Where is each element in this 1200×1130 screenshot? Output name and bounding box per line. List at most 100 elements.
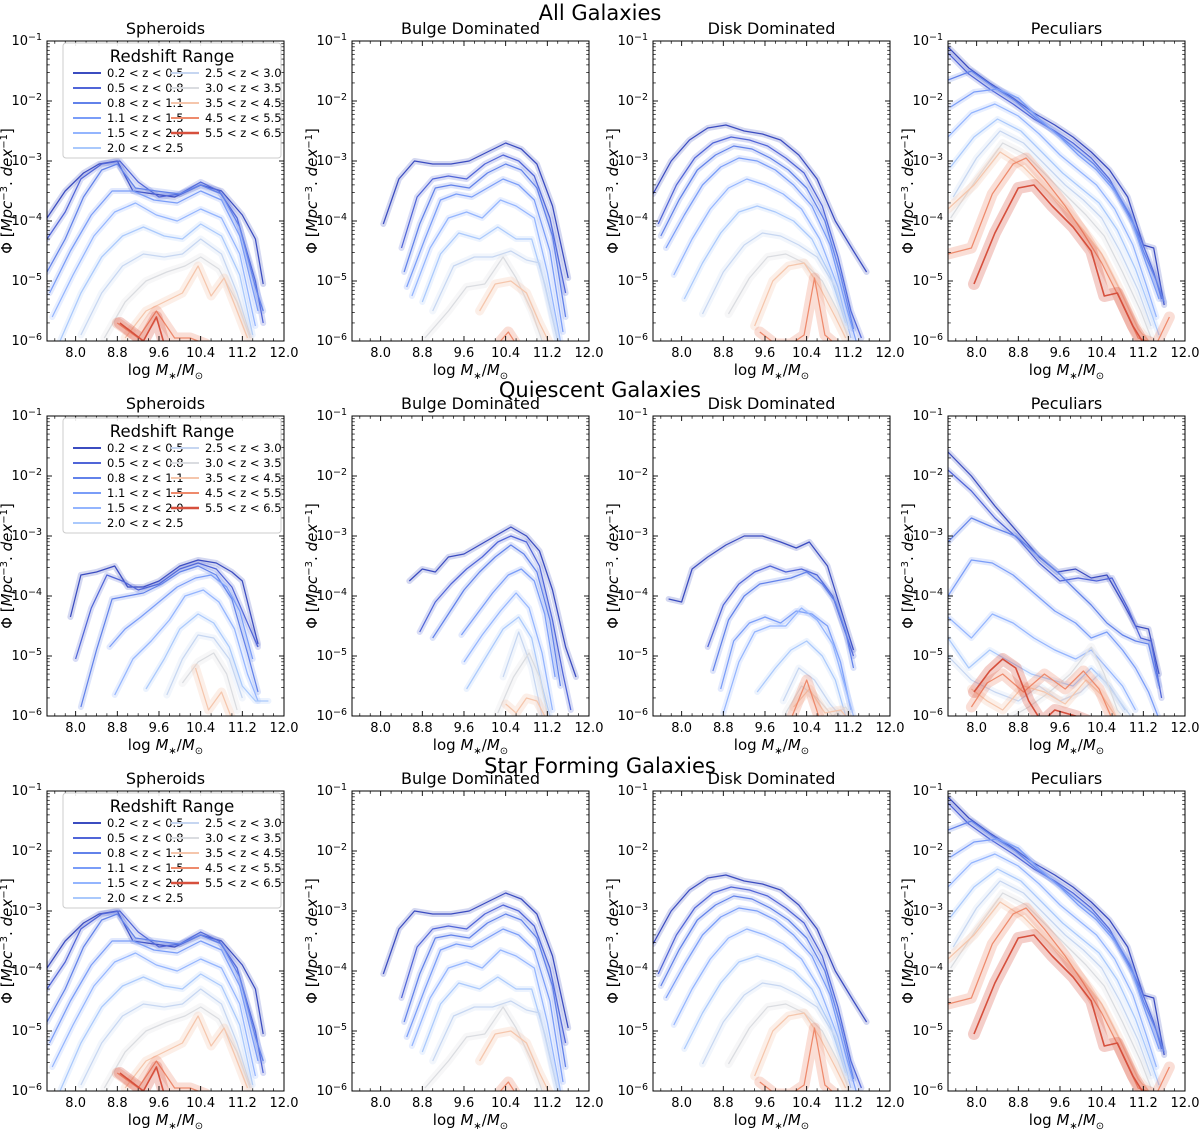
curve-1-5-z-2-0 [673, 178, 852, 339]
row-title-quiescent-galaxies: Quiescent Galaxies [498, 378, 702, 402]
curve-5-5-z-6-5 [973, 184, 1144, 341]
curve-0-5-z-0-8 [657, 136, 862, 339]
curve-4-5-z-5-5 [759, 277, 833, 341]
x-tick-label: 11.2 [533, 721, 562, 736]
legend-label-0-5-z-0-8: 0.5 < z < 0.8 [107, 456, 184, 470]
x-tick-label: 12.0 [270, 346, 299, 361]
y-tick-label: 10−3 [912, 152, 943, 169]
curve-1-5-z-2-0 [948, 103, 1157, 318]
x-tick-label: 11.2 [834, 721, 863, 736]
y-tick-label: 10−3 [912, 902, 943, 919]
panel-title: Bulge Dominated [401, 394, 540, 413]
curve-4-5-z-5-5 [500, 331, 515, 341]
panel-title: Spheroids [126, 394, 205, 413]
curve-5-5-z-6-5 [119, 1066, 165, 1091]
y-tick-label: 10−2 [912, 842, 943, 859]
y-tick-label: 10−1 [316, 32, 347, 49]
curve-0-8-z-1-1 [403, 913, 567, 1068]
curve-1-1-z-1-5 [665, 157, 857, 341]
legend-label-0-5-z-0-8: 0.5 < z < 0.8 [107, 831, 184, 845]
curve-0-8-z-1-1 [660, 895, 855, 1080]
panel-all-galaxies-spheroids: 8.0 8.8 9.6 10.4 11.2 12.0 10−1 10−2 10−3 10−4 10−… [0, 19, 298, 382]
legend-label-1-1-z-1-5: 1.1 < z < 1.5 [107, 861, 184, 875]
curve-3-0-z-3-5 [785, 685, 853, 716]
x-tick-label: 9.6 [755, 721, 776, 736]
y-axis-label: Φ [Mpc−3. dex−1] [604, 128, 622, 254]
y-tick-label: 10−6 [316, 707, 347, 724]
y-tick-label: 10−4 [912, 587, 943, 604]
band-1-5-z-2-0 [720, 605, 857, 716]
legend-title: Redshift Range [110, 422, 235, 441]
legend-label-2-0-z-2-5: 2.0 < z < 2.5 [107, 141, 184, 155]
panel-title: Spheroids [126, 769, 205, 788]
curve-2-5-z-3-0 [701, 982, 849, 1080]
y-tick-label: 10−3 [617, 152, 648, 169]
y-axis-label: Φ [Mpc−3. dex−1] [0, 128, 16, 254]
curve-1-1-z-1-5 [950, 88, 1160, 300]
panel-all-galaxies-peculiars: 8.0 8.8 9.6 10.4 11.2 12.0 10−1 10−2 10−3 10−4 10−… [899, 19, 1199, 382]
x-tick-label: 8.8 [1008, 1096, 1029, 1111]
curve-2-5-z-3-0 [80, 988, 251, 1086]
axes-frame [947, 40, 1186, 342]
curve-2-5-z-3-0 [166, 634, 243, 699]
legend-label-0-5-z-0-8: 0.5 < z < 0.8 [107, 81, 184, 95]
curve-3-0-z-3-5 [727, 1003, 849, 1089]
y-tick-label: 10−4 [316, 587, 347, 604]
curve-0-2-z-0-5 [653, 874, 868, 1023]
curve-2-5-z-3-0 [80, 238, 251, 336]
x-tick-label: 9.6 [454, 1096, 475, 1111]
y-tick-label: 10−4 [316, 212, 347, 229]
y-tick-label: 10−1 [11, 407, 42, 424]
y-axis-label: Φ [Mpc−3. dex−1] [303, 878, 321, 1004]
curve-2-5-z-3-0 [952, 880, 1152, 1077]
curve-3-0-z-3-5 [424, 256, 543, 341]
curves-layer [47, 908, 267, 1091]
curve-0-5-z-0-8 [657, 886, 862, 1089]
y-tick-label: 10−4 [912, 212, 943, 229]
x-tick-label: 8.0 [65, 721, 86, 736]
legend-label-1-5-z-2-0: 1.5 < z < 2.0 [107, 126, 184, 140]
curve-1-1-z-1-5 [49, 940, 259, 1062]
legend-label-3-5-z-4-5: 3.5 < z < 4.5 [205, 471, 282, 485]
y-tick-label: 10−6 [617, 1082, 648, 1099]
x-tick-label: 12.0 [575, 1096, 604, 1111]
curve-4-5-z-5-5 [500, 1081, 515, 1091]
y-tick-label: 10−2 [11, 842, 42, 859]
curve-0-5-z-0-8 [400, 154, 567, 294]
curve-3-5-z-4-5 [505, 697, 546, 716]
legend-label-1-1-z-1-5: 1.1 < z < 1.5 [107, 111, 184, 125]
x-tick-label: 8.0 [370, 1096, 391, 1111]
legend-title: Redshift Range [110, 47, 235, 66]
curve-1-1-z-1-5 [406, 178, 564, 333]
curve-2-0-z-2-5 [756, 640, 847, 716]
x-tick-label: 11.2 [228, 721, 257, 736]
x-tick-label: 11.2 [228, 1096, 257, 1111]
curve-1-5-z-2-0 [463, 592, 554, 711]
panel-star-forming-galaxies-disk-dominated: 8.0 8.8 9.6 10.4 11.2 12.0 10−1 10−2 10−3 10−4 10−… [604, 769, 904, 1130]
legend-label-3-0-z-3-5: 3.0 < z < 3.5 [205, 831, 282, 845]
curve-2-5-z-3-0 [952, 130, 1152, 327]
curve-3-0-z-3-5 [103, 256, 251, 339]
curve-4-5-z-5-5 [116, 1060, 200, 1091]
x-tick-label: 12.0 [270, 721, 299, 736]
panel-title: Bulge Dominated [401, 19, 540, 38]
curve-0-8-z-1-1 [80, 565, 259, 708]
legend-label-0-2-z-0-5: 0.2 < z < 0.5 [107, 816, 184, 830]
legend-label-4-5-z-5-5: 4.5 < z < 5.5 [205, 111, 282, 125]
x-tick-label: 12.0 [876, 346, 905, 361]
curves-layer [948, 794, 1175, 1091]
y-tick-label: 10−6 [912, 707, 943, 724]
x-tick-label: 10.4 [186, 1096, 215, 1111]
panel-title: Disk Dominated [708, 19, 836, 38]
axes-frame [947, 790, 1186, 1092]
x-tick-label: 10.4 [491, 721, 520, 736]
curve-3-5-z-4-5 [479, 280, 550, 341]
legend-label-0-8-z-1-1: 0.8 < z < 1.1 [107, 846, 184, 860]
panel-quiescent-galaxies-peculiars: 8.0 8.8 9.6 10.4 11.2 12.0 10−1 10−2 10−3 10−4 10−… [899, 394, 1199, 757]
curve-0-5-z-0-8 [948, 469, 1163, 699]
curve-0-8-z-1-1 [948, 70, 1165, 303]
curve-2-0-z-2-5 [950, 118, 1160, 336]
y-tick-label: 10−2 [316, 467, 347, 484]
legend-box [62, 792, 282, 909]
x-tick-label: 12.0 [1171, 1096, 1200, 1111]
